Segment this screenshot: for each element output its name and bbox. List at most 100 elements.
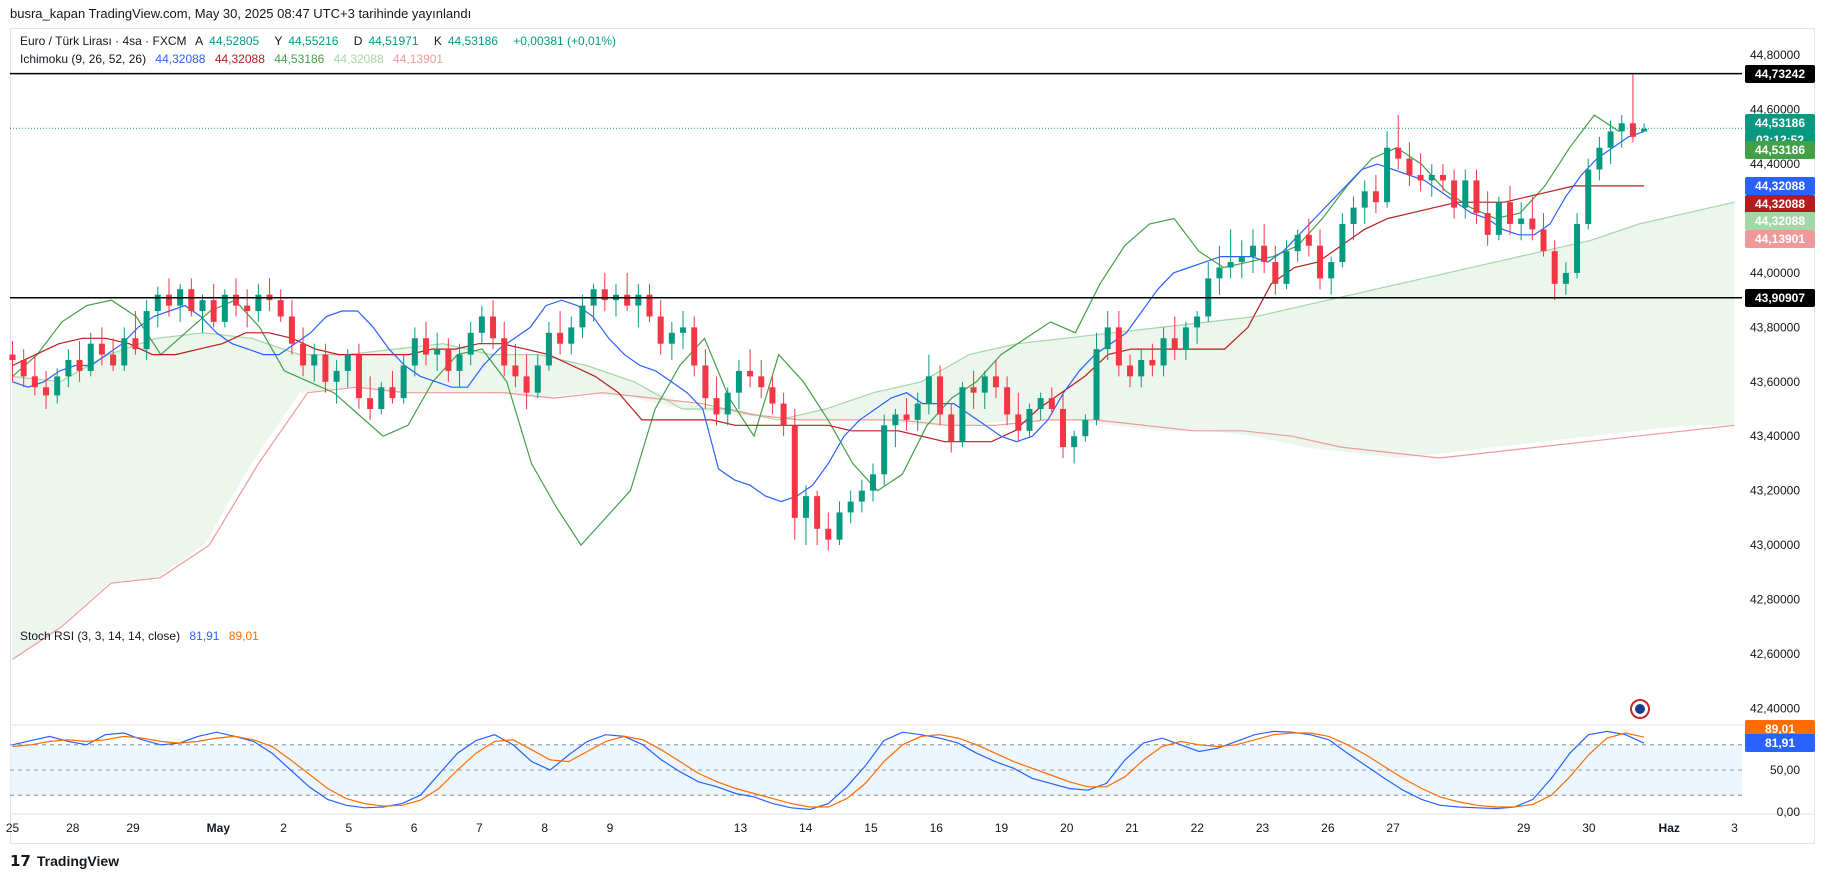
ichimoku-span-a-line [12,201,1735,421]
stoch-axis-label: 50,00 [1770,763,1800,777]
candle-body [1462,180,1469,208]
candle-body [490,316,497,339]
candle-body [545,332,552,366]
candle-body [702,365,709,399]
candle-body [914,403,921,420]
ichimoku-legend: Ichimoku (9, 26, 52, 26) 44,32088 44,320… [20,52,449,66]
price-tag: 44,53186 [1745,141,1815,160]
candle-body [1618,123,1625,132]
candle-body [534,365,541,393]
candle-body [344,354,351,371]
time-axis-label: 5 [346,821,353,835]
candle-body [601,289,608,301]
ichimoku-conversion: 44,32088 [155,52,206,66]
candle-body [758,376,765,388]
time-axis-label: Haz [1659,821,1680,835]
symbol-name[interactable]: Euro / Türk Lirası · 4sa · FXCM [20,34,187,48]
candle-body [20,360,27,377]
candle-body [501,338,508,366]
ichimoku-lagging: 44,53186 [274,52,325,66]
candle-body [1171,338,1178,350]
candle-body [1015,414,1022,431]
candle-body [9,354,16,361]
stoch-d-value: 89,01 [228,629,259,643]
candle-body [1372,191,1379,203]
price-tag: 43,90907 [1745,288,1815,307]
candle-body [1160,338,1167,366]
candle-body [992,376,999,388]
candle-body [1104,327,1111,350]
candle-body [1305,234,1312,246]
globe-icon-center [1635,704,1645,714]
ichimoku-lagging-line [12,114,1620,547]
candle-body [937,376,944,415]
price-axis-label: 42,80000 [1750,593,1800,607]
candle-body [1507,202,1514,224]
candle-body [646,294,653,317]
price-tag: 44,73242 [1745,64,1815,83]
candle-body [1261,245,1268,263]
time-axis-label: May [207,821,231,835]
ichimoku-label[interactable]: Ichimoku (9, 26, 52, 26) [20,52,147,66]
candle-body [1395,147,1402,159]
candle-body [747,370,754,377]
candle-body [244,305,251,312]
candle-body [579,305,586,328]
price-axis-label: 44,00000 [1750,266,1800,280]
candle-body [814,496,821,529]
stoch-label[interactable]: Stoch RSI (3, 3, 14, 14, close) [20,629,181,643]
candle-body [1048,398,1055,410]
time-axis-label: 29 [126,821,140,835]
stoch-tag: 81,91 [1745,734,1815,753]
ichimoku-cloud [12,202,1735,660]
candle-body [1585,169,1592,224]
candle-body [1283,251,1290,284]
chart-frame [10,28,1815,844]
candle-body [858,490,865,502]
time-axis-label: 25 [6,821,20,835]
time-axis-label: 9 [607,821,614,835]
candle-body [668,332,675,344]
candle-body [903,414,910,420]
candle-body [1428,174,1435,181]
candle-body [870,474,877,491]
candle-body [1439,174,1446,181]
candle-body [735,370,742,393]
ichimoku-span-a: 44,32088 [333,52,384,66]
candle-body [434,349,441,355]
candle-body [1294,234,1301,252]
candle-body [422,338,429,355]
candle-body [1249,245,1256,257]
price-axis-label: 44,60000 [1750,103,1800,117]
candle-body [1216,267,1223,279]
candle-body [1127,365,1134,377]
candle-body [65,360,72,377]
candle-body [110,354,117,366]
price-axis-label: 42,60000 [1750,647,1800,661]
time-axis-label: 2 [280,821,287,835]
candle-body [1641,128,1648,132]
candle-body [210,300,217,322]
candle-body [802,496,809,518]
candle-body [154,294,161,312]
candle-body [221,294,228,322]
time-axis-label: 14 [799,821,813,835]
candle-body [355,354,362,399]
candle-body [557,332,564,344]
candle-body [1607,131,1614,148]
candle-body [1551,251,1558,284]
candle-body [1339,223,1346,263]
candle-body [143,311,150,350]
candle-body [121,338,128,366]
time-axis-label: 16 [930,821,944,835]
candle-body [1484,213,1491,235]
candle-body [400,365,407,399]
candle-body [1272,262,1279,284]
candle-body [1540,229,1547,252]
time-axis-label: 20 [1060,821,1074,835]
candle-body [948,414,955,442]
candle-body [624,294,631,306]
candle-body [54,376,61,396]
candle-body [1574,223,1581,273]
